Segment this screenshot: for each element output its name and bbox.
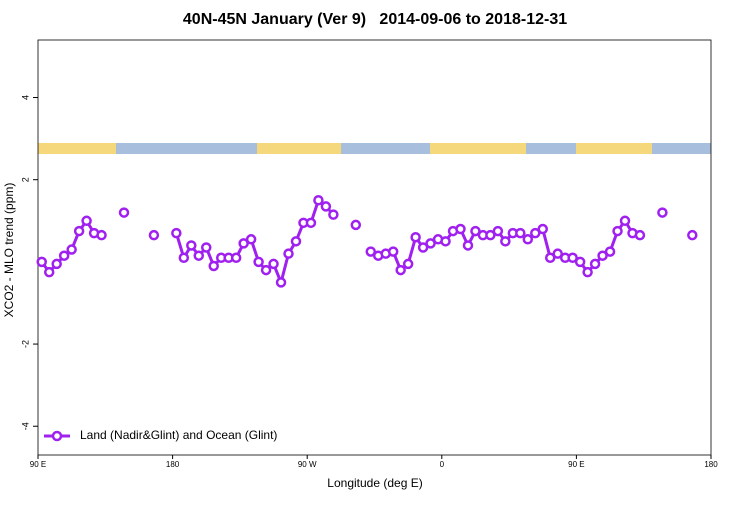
point: [574, 256, 586, 268]
point: [462, 240, 474, 251]
x-tick-label: 90 E: [30, 460, 46, 469]
point: [440, 236, 451, 247]
x-tick-label: 90 W: [298, 460, 317, 469]
point: [230, 252, 242, 264]
point: [148, 229, 160, 241]
point: [66, 244, 77, 255]
point: [313, 194, 324, 206]
point: [171, 227, 182, 239]
chart-title: 40N-45N January (Ver 9) 2014-09-06 to 20…: [183, 11, 567, 28]
point: [81, 215, 92, 227]
point: [290, 236, 302, 247]
y-tick-label: 4: [20, 95, 30, 100]
point: [365, 246, 377, 257]
point: [402, 258, 414, 270]
point: [201, 242, 212, 253]
land-strip: [257, 143, 341, 154]
point: [417, 242, 429, 253]
point: [320, 201, 332, 212]
point: [612, 225, 623, 237]
point: [328, 209, 339, 220]
point: [305, 217, 317, 229]
point: [515, 227, 526, 239]
point: [260, 264, 272, 276]
point: [58, 250, 70, 261]
point: [687, 229, 698, 241]
point: [604, 246, 616, 257]
point: [73, 225, 85, 237]
x-tick-label: 0: [440, 460, 445, 469]
land-strip: [576, 143, 652, 154]
y-tick-label: -4: [20, 422, 30, 430]
point: [492, 225, 504, 237]
land-strip: [38, 143, 116, 154]
x-tick-label: 180: [704, 460, 718, 469]
point: [275, 277, 287, 288]
point: [634, 229, 646, 241]
legend-marker: [51, 430, 63, 442]
point: [186, 240, 197, 251]
point: [208, 260, 219, 272]
x-tick-label: 90 E: [568, 460, 584, 469]
x-axis-label: Longitude (deg E): [327, 476, 422, 490]
point: [500, 236, 511, 247]
plot-frame: [37, 39, 712, 456]
legend-label: Land (Nadir&Glint) and Ocean (Glint): [80, 428, 277, 442]
point: [253, 256, 264, 268]
point: [283, 248, 294, 259]
y-tick-label: 2: [20, 177, 30, 182]
point: [387, 246, 399, 257]
point: [96, 229, 107, 241]
land-strip: [430, 143, 526, 154]
point: [245, 234, 257, 245]
point: [485, 229, 496, 241]
point: [268, 258, 279, 270]
point: [395, 264, 406, 276]
point: [567, 252, 578, 264]
point: [193, 250, 205, 261]
point: [597, 250, 608, 261]
point: [350, 219, 362, 231]
y-axis-label: XCO2 - MLO trend (ppm): [2, 183, 16, 318]
point: [178, 252, 190, 264]
point: [410, 231, 421, 243]
point: [544, 252, 556, 264]
point: [425, 238, 436, 249]
point: [470, 225, 481, 237]
point: [51, 258, 62, 270]
point: [118, 207, 130, 218]
point: [455, 223, 466, 235]
point: [657, 207, 668, 218]
point: [238, 238, 249, 249]
point: [619, 215, 631, 227]
ocean-strip: [38, 143, 711, 154]
y-tick-label: -2: [20, 340, 30, 348]
point: [43, 266, 55, 278]
point: [537, 223, 548, 235]
point: [582, 266, 593, 278]
point: [522, 234, 534, 245]
point: [589, 258, 601, 270]
point: [530, 227, 541, 239]
x-tick-label: 180: [166, 460, 180, 469]
point: [552, 248, 563, 259]
point: [36, 256, 47, 268]
